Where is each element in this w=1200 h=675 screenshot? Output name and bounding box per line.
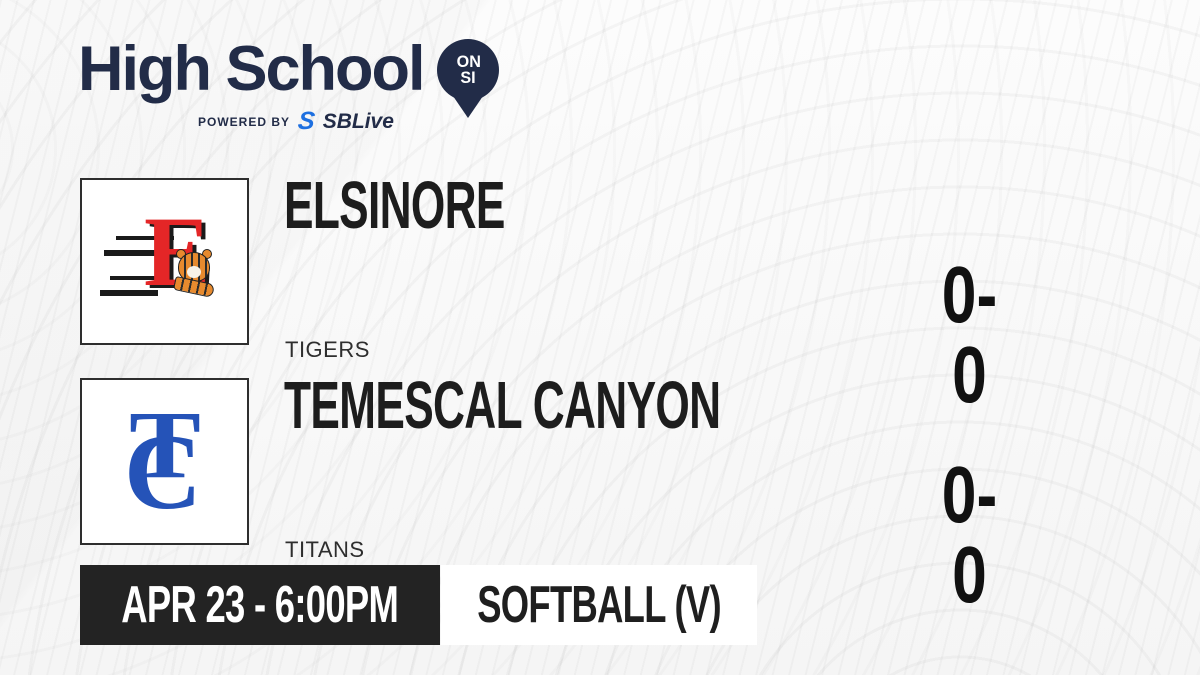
team2-logo-box: C T <box>80 378 249 545</box>
speed-line <box>100 290 158 296</box>
pin-text-si: SI <box>460 67 477 87</box>
team1-name: ELSINORE <box>284 168 505 243</box>
team2-mascot: TITANS <box>285 537 365 562</box>
powered-by-row: POWERED BY S SBLive <box>198 107 394 135</box>
tc-letter-c: C <box>123 412 202 532</box>
event-text: SOFTBALL (V) <box>477 576 721 634</box>
elsinore-logo: E <box>82 180 247 343</box>
team1-mascot: TIGERS <box>285 337 370 362</box>
pin-text-on: ON <box>456 51 481 71</box>
speed-line <box>110 276 168 280</box>
sblive-s-icon: S <box>296 107 317 135</box>
speed-line <box>104 250 160 256</box>
event-box: SOFTBALL (V) <box>441 565 757 645</box>
powered-by-label: POWERED BY <box>198 114 291 129</box>
tiger-icon <box>172 249 216 299</box>
team1-logo-box: E <box>80 178 249 345</box>
date-time-text: APR 23 - 6:00PM <box>121 576 399 634</box>
speed-line <box>116 236 174 240</box>
date-time-bar: APR 23 - 6:00PM <box>80 565 440 645</box>
sblive-wordmark: SBLive <box>322 110 394 133</box>
on-si-pin-icon: ON SI <box>437 38 500 101</box>
brand-title: High School <box>78 34 425 104</box>
team2-record: 0-0 <box>941 450 998 619</box>
temescal-canyon-logo: C T <box>82 380 247 543</box>
tc-letter-t: T <box>128 391 201 499</box>
brand-header: High School ON SI <box>78 34 500 104</box>
team2-name: TEMESCAL CANYON <box>284 368 721 443</box>
team1-record: 0-0 <box>941 250 998 419</box>
